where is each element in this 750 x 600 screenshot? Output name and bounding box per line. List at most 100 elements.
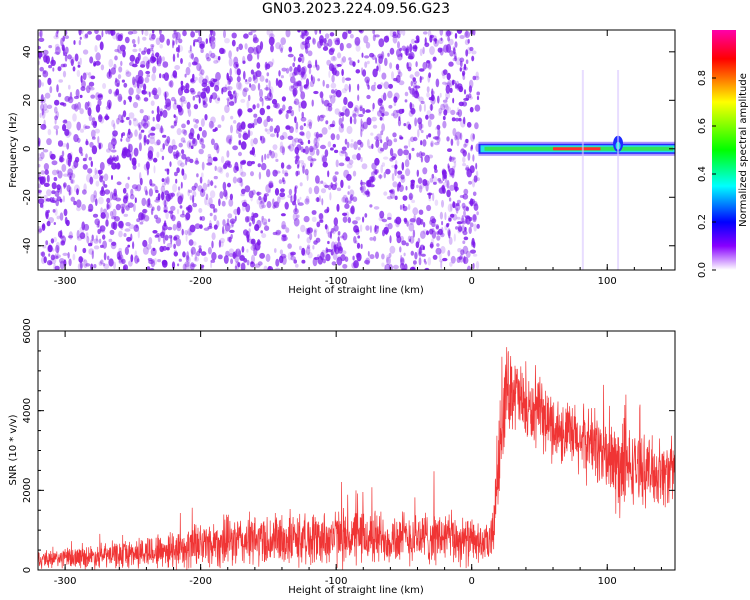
noise-speckle (67, 54, 72, 60)
noise-speckle (125, 182, 130, 189)
noise-speckle (153, 258, 157, 265)
noise-speckle (95, 180, 100, 187)
noise-speckle (240, 178, 243, 188)
noise-speckle (405, 242, 409, 247)
noise-speckle (181, 194, 184, 200)
noise-speckle (401, 257, 405, 264)
noise-speckle (448, 167, 455, 176)
noise-speckle (329, 123, 335, 128)
noise-speckle (295, 263, 299, 268)
noise-speckle (382, 141, 389, 150)
noise-speckle (155, 37, 161, 46)
noise-speckle (161, 182, 166, 188)
noise-speckle (341, 146, 347, 151)
noise-speckle (375, 139, 380, 148)
noise-speckle (342, 264, 348, 269)
noise-speckle (437, 128, 441, 137)
noise-speckle (345, 77, 352, 81)
noise-speckle (274, 248, 277, 253)
noise-speckle (176, 52, 180, 58)
noise-speckle (57, 170, 63, 179)
noise-speckle (247, 123, 253, 129)
noise-speckle (297, 234, 300, 239)
noise-speckle (442, 102, 449, 108)
noise-speckle (431, 173, 435, 179)
noise-speckle (360, 156, 363, 163)
noise-speckle (302, 165, 305, 174)
noise-speckle (224, 104, 230, 114)
noise-speckle (183, 129, 188, 136)
noise-speckle (416, 169, 419, 177)
noise-speckle (279, 108, 284, 114)
noise-speckle (247, 130, 253, 136)
noise-speckle (420, 129, 424, 134)
noise-speckle (327, 38, 333, 47)
noise-speckle (429, 228, 434, 235)
noise-speckle (209, 190, 216, 199)
noise-speckle (207, 179, 210, 186)
noise-speckle (173, 243, 177, 249)
noise-speckle (64, 54, 68, 62)
noise-speckle (152, 247, 156, 252)
noise-speckle (282, 179, 286, 185)
noise-speckle (114, 55, 118, 61)
noise-speckle (97, 99, 102, 107)
noise-speckle (227, 86, 233, 91)
noise-speckle (329, 32, 335, 37)
noise-speckle (79, 36, 82, 40)
noise-speckle (332, 143, 336, 148)
noise-speckle (466, 265, 472, 270)
noise-speckle (427, 30, 432, 37)
noise-speckle (399, 204, 403, 210)
spectrogram-y-tick-label: 0 (22, 146, 33, 152)
noise-speckle (196, 173, 199, 178)
noise-speckle (61, 164, 67, 172)
noise-speckle (306, 173, 309, 182)
noise-speckle (406, 220, 409, 227)
noise-speckle (164, 104, 168, 109)
noise-speckle (100, 212, 106, 219)
noise-speckle (274, 128, 277, 134)
noise-speckle (240, 121, 246, 130)
noise-speckle (270, 44, 274, 53)
noise-speckle (368, 179, 374, 185)
noise-speckle (210, 116, 216, 124)
noise-speckle (256, 103, 260, 109)
noise-speckle (288, 105, 293, 111)
noise-speckle (263, 265, 268, 270)
noise-speckle (290, 252, 294, 257)
noise-speckle (279, 249, 283, 255)
noise-speckle (53, 254, 59, 260)
noise-speckle (446, 72, 451, 81)
noise-speckle (463, 188, 469, 195)
noise-speckle (403, 149, 409, 156)
noise-speckle (377, 84, 383, 90)
noise-speckle (89, 56, 94, 64)
noise-speckle (381, 218, 388, 223)
noise-speckle (215, 71, 221, 81)
noise-speckle (217, 56, 221, 61)
noise-speckle (94, 45, 98, 53)
noise-speckle (220, 241, 224, 248)
noise-speckle (325, 83, 330, 89)
noise-speckle (50, 200, 57, 203)
noise-speckle (250, 238, 256, 245)
noise-speckle (378, 174, 383, 179)
noise-speckle (442, 170, 448, 178)
noise-speckle (240, 141, 247, 150)
noise-speckle (438, 107, 443, 114)
noise-speckle (247, 46, 254, 54)
noise-speckle (163, 178, 168, 186)
spectrogram-x-label: Height of straight line (km) (288, 285, 424, 296)
page-title: GN03.2023.224.09.56.G23 (261, 1, 451, 17)
noise-speckle (418, 184, 424, 190)
noise-speckle (451, 170, 455, 179)
noise-speckle (247, 108, 253, 113)
noise-speckle (352, 61, 356, 67)
noise-speckle (250, 84, 256, 91)
noise-speckle (375, 251, 379, 259)
noise-speckle (135, 58, 137, 65)
noise-speckle (393, 101, 397, 107)
noise-speckle (448, 236, 453, 245)
